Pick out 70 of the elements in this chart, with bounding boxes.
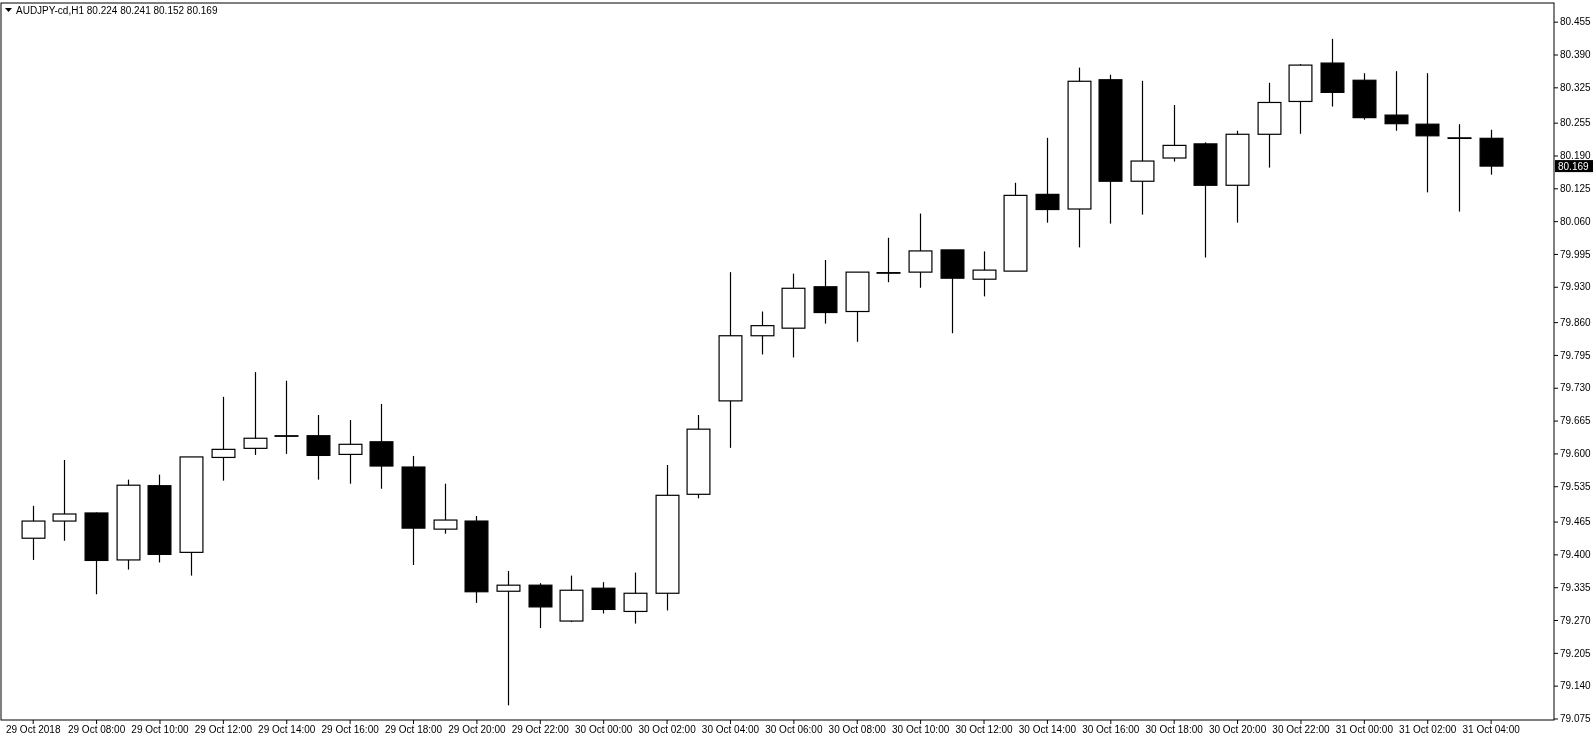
candlestick [591, 581, 616, 615]
candlestick [750, 310, 775, 356]
candlestick [21, 505, 46, 561]
y-tick-label: 80.060 [1560, 215, 1592, 227]
y-tick-label: 80.455 [1560, 16, 1592, 28]
candlestick [1130, 80, 1155, 216]
candlestick [1162, 104, 1187, 163]
y-tick-label: 80.125 [1560, 183, 1592, 195]
x-tick-label: 30 Oct 20:00 [1208, 724, 1267, 736]
y-tick-label: 79.075 [1560, 713, 1592, 725]
y-tick-label: 79.930 [1560, 281, 1592, 293]
x-tick-label: 31 Oct 00:00 [1335, 724, 1394, 736]
y-tick-label: 79.860 [1560, 316, 1592, 328]
x-tick-label: 29 Oct 18:00 [384, 724, 443, 736]
x-tick-label: 29 Oct 22:00 [511, 724, 570, 736]
candlestick [623, 571, 648, 625]
y-tick-label: 79.730 [1560, 382, 1592, 394]
candlestick [306, 414, 331, 481]
x-tick-label: 29 Oct 12:00 [194, 724, 253, 736]
candlestick [496, 570, 521, 706]
y-tick-label: 79.995 [1560, 248, 1592, 260]
annotation: 80.169 [1558, 160, 1590, 172]
candlestick [338, 419, 363, 485]
y-tick-label: 79.465 [1560, 516, 1592, 528]
y-tick-label: 79.665 [1560, 415, 1592, 427]
candlestick [243, 371, 268, 456]
y-tick-label: 80.255 [1560, 117, 1592, 129]
x-tick-label: 30 Oct 14:00 [1018, 724, 1077, 736]
candlestick [908, 212, 933, 289]
candlestick [433, 483, 458, 535]
y-tick-label: 79.205 [1560, 647, 1592, 659]
candlestick [52, 459, 77, 542]
x-tick-label: 30 Oct 16:00 [1082, 724, 1140, 736]
y-tick-label: 79.335 [1560, 581, 1592, 593]
x-tick-label: 30 Oct 18:00 [1145, 724, 1204, 736]
y-tick-label: 79.140 [1560, 680, 1592, 692]
candlestick [1384, 70, 1409, 132]
y-tick-label: 79.600 [1560, 448, 1592, 460]
x-tick-label: 30 Oct 12:00 [955, 724, 1014, 736]
chart-title: AUDJPY-cd,H1 80.224 80.241 80.152 80.169 [16, 5, 218, 16]
x-tick-label: 30 Oct 02:00 [638, 724, 697, 736]
x-tick-label: 30 Oct 06:00 [765, 724, 823, 736]
y-tick-label: 79.795 [1560, 349, 1592, 361]
candlestick [1447, 123, 1472, 213]
y-tick-label: 80.325 [1560, 82, 1592, 94]
x-tick-label: 31 Oct 04:00 [1462, 724, 1521, 736]
x-tick-label: 31 Oct 02:00 [1399, 724, 1457, 736]
x-tick-label: 29 Oct 20:00 [448, 724, 506, 736]
candlestick [274, 380, 299, 455]
x-tick-label: 30 Oct 00:00 [575, 724, 633, 736]
candlestick [528, 582, 553, 629]
y-tick-label: 79.400 [1560, 549, 1592, 561]
x-tick-label: 30 Oct 22:00 [1272, 724, 1331, 736]
candlestick [211, 396, 236, 482]
y-tick-label: 79.270 [1560, 614, 1592, 626]
x-tick-label: 30 Oct 04:00 [701, 724, 760, 736]
y-tick-label: 80.390 [1560, 49, 1592, 61]
candlestick [1415, 72, 1440, 193]
y-tick-label: 80.190 [1560, 150, 1592, 162]
x-tick-label: 30 Oct 08:00 [828, 724, 887, 736]
candlestick [972, 250, 997, 297]
x-tick-label: 29 Oct 08:00 [67, 724, 126, 736]
x-tick-label: 29 Oct 16:00 [321, 724, 380, 736]
x-tick-label: 29 Oct 10:00 [131, 724, 190, 736]
candlestick [876, 237, 901, 283]
x-tick-label: 29 Oct 14:00 [258, 724, 316, 736]
y-tick-label: 79.535 [1560, 480, 1592, 492]
x-tick-label: 30 Oct 10:00 [891, 724, 950, 736]
candlestick [1035, 137, 1060, 224]
x-tick-label: 29 Oct 2018 [5, 724, 61, 736]
